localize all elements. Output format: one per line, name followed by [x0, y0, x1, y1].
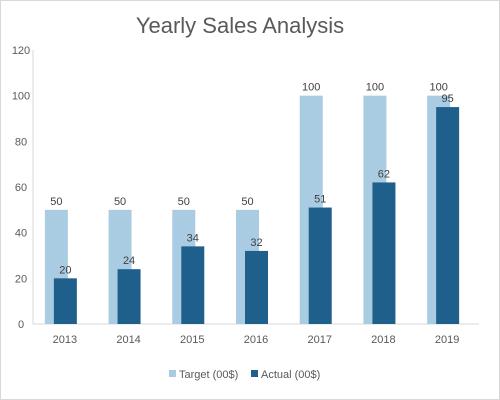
- bars: [44, 95, 460, 325]
- data-label-target: 50: [114, 196, 126, 208]
- x-tick-label: 2014: [116, 334, 140, 346]
- x-tick-label: 2017: [307, 334, 331, 346]
- data-label-target: 50: [241, 196, 253, 208]
- x-tick-label: 2015: [180, 334, 204, 346]
- bar-actual: [308, 207, 332, 324]
- bar-actual: [53, 278, 77, 324]
- data-label-actual: 34: [187, 232, 199, 244]
- bar-actual: [181, 246, 205, 324]
- bar-actual: [117, 269, 141, 324]
- axes: 0 20 40 60 80 100 120 2013 2014 2015 2016 2017 2018 2…: [12, 45, 479, 346]
- data-label-actual: 24: [123, 255, 135, 267]
- legend-swatch: [169, 370, 176, 377]
- bar-actual: [245, 250, 268, 324]
- data-label-actual: 32: [250, 237, 262, 249]
- bar-actual: [372, 182, 396, 324]
- x-tick-label: 2018: [371, 334, 395, 346]
- legend: Target (00$) Actual (00$): [169, 369, 320, 381]
- data-label-target: 50: [50, 196, 62, 208]
- y-tick-label: 40: [15, 228, 27, 240]
- x-tick-label: 2013: [53, 334, 77, 346]
- x-tick-label: 2016: [244, 334, 268, 346]
- y-tick-label: 20: [15, 273, 27, 285]
- y-tick-label: 0: [18, 319, 24, 331]
- data-label-target: 100: [429, 82, 447, 94]
- y-tick-label: 120: [12, 45, 30, 57]
- legend-label: Target (00$): [179, 369, 238, 381]
- data-label-actual: 51: [314, 194, 326, 206]
- y-tick-label: 100: [12, 91, 30, 103]
- legend-label: Actual (00$): [261, 369, 320, 381]
- data-label-target: 50: [178, 196, 190, 208]
- data-label-actual: 95: [442, 93, 454, 105]
- y-tick-label: 60: [15, 182, 27, 194]
- legend-swatch: [251, 370, 258, 377]
- data-label-actual: 62: [378, 168, 390, 180]
- data-label-target: 100: [366, 82, 384, 94]
- x-tick-label: 2019: [435, 334, 459, 346]
- bar-actual: [436, 107, 460, 324]
- y-tick-label: 80: [15, 136, 27, 148]
- data-label-target: 100: [302, 82, 320, 94]
- chart-title: Yearly Sales Analysis: [136, 13, 344, 38]
- data-label-actual: 20: [59, 264, 71, 276]
